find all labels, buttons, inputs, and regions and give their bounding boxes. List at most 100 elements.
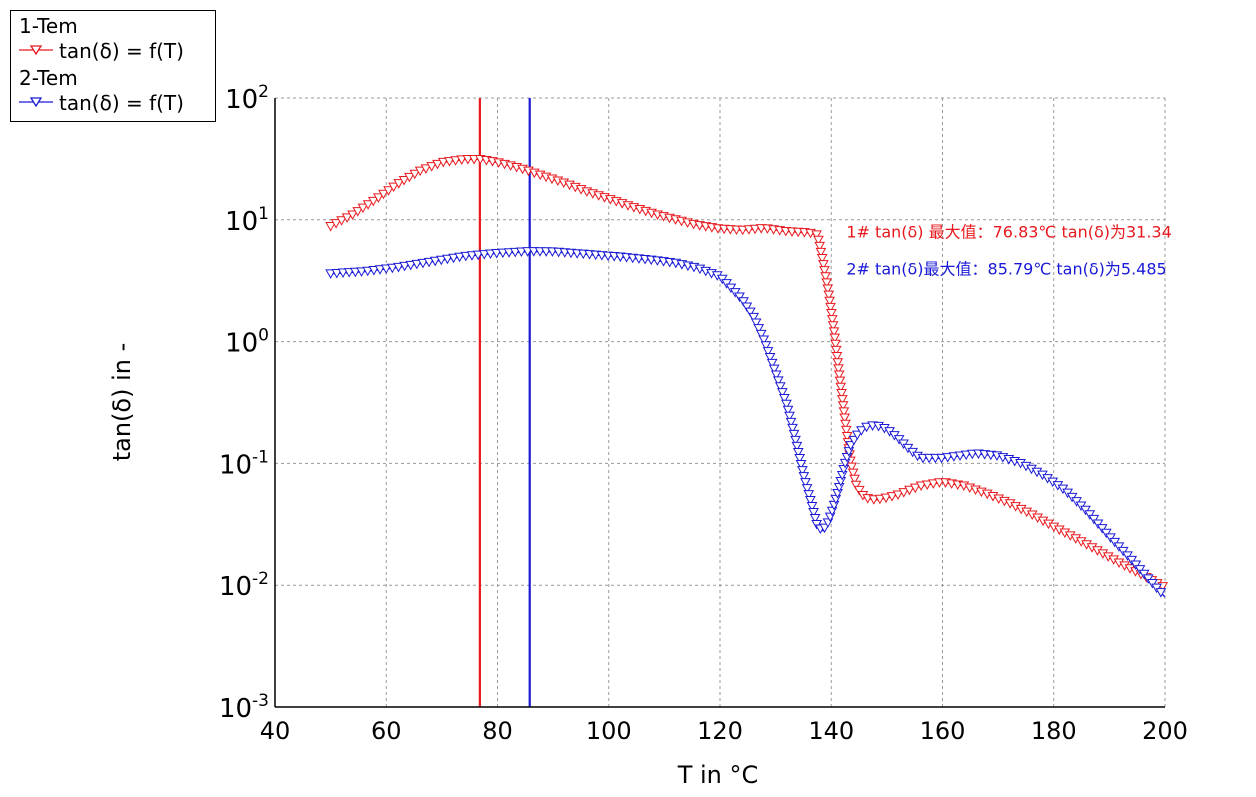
y-tick-exponent: 2 [258, 82, 269, 102]
series-2-point [478, 250, 490, 260]
series-2-point [772, 376, 784, 386]
series-1-point [325, 222, 336, 232]
x-tick-label: 60 [371, 717, 402, 745]
series-1-point [813, 235, 824, 246]
series-1-point [849, 474, 860, 485]
series-2-point [448, 253, 459, 264]
series-1-point [892, 490, 904, 501]
series-2-point [800, 478, 811, 488]
series-2-point [460, 251, 472, 262]
series-2-point [819, 523, 830, 534]
x-axis-label: T in °C [677, 761, 759, 789]
series-1-point [816, 253, 828, 264]
series-2-point [851, 430, 863, 441]
series-2-point [808, 508, 819, 518]
annotation-2: 2# tan(δ)最大值：85.79℃ tan(δ)为5.485 [846, 259, 1166, 278]
series-1-point [820, 272, 831, 282]
series-1-point [330, 219, 342, 229]
series-2-point [337, 268, 349, 279]
series-2-point [1096, 524, 1108, 534]
series-2-point [797, 466, 808, 476]
series-1-point [904, 485, 915, 496]
series-1-point [362, 200, 374, 210]
series-2-point [762, 347, 774, 357]
series-2-point [936, 453, 947, 464]
y-tick-exponent: -2 [252, 569, 269, 589]
series-2-point [1134, 565, 1146, 575]
series-2-point [776, 388, 788, 398]
series-2-point [1105, 533, 1116, 543]
legend-label-2: tan(δ) = f(T) [59, 91, 184, 115]
series-2-point [774, 382, 786, 392]
series-2-point [809, 514, 821, 524]
series-1-point [828, 327, 840, 337]
series-2-point [435, 255, 447, 266]
x-tick-label: 140 [808, 717, 854, 745]
series-2-point [522, 247, 533, 257]
series-1-point [444, 157, 455, 167]
series-2-point [923, 453, 935, 464]
legend-marker-2-icon [19, 97, 53, 108]
series-2-point [792, 447, 804, 458]
series-1-point [811, 230, 822, 240]
series-2-point [954, 451, 966, 461]
series-1-point [450, 156, 461, 166]
y-tick-label: 102 [225, 82, 269, 115]
series-1-point [833, 370, 845, 381]
series-2-point [760, 341, 772, 351]
series-1-point [420, 164, 432, 174]
series-2-point [1092, 519, 1104, 530]
y-tick-base: 10 [219, 572, 252, 602]
series-1-point [367, 196, 379, 207]
series-1-point [835, 382, 847, 393]
series-2-point [795, 460, 807, 470]
marker-lines [478, 98, 531, 707]
x-tick-label: 180 [1031, 717, 1077, 745]
series-2-point [399, 261, 410, 272]
series-1-point [352, 207, 364, 217]
x-tick-label: 80 [482, 717, 513, 745]
x-tick-label: 40 [260, 717, 291, 745]
series-2-point [755, 329, 767, 340]
series-2-point [948, 452, 960, 462]
series-1-point [823, 290, 835, 301]
series-2-point [343, 268, 355, 278]
y-tick-label: 10-1 [219, 447, 269, 480]
x-tick-label: 120 [697, 717, 743, 745]
series-2-point [798, 472, 810, 482]
series-1-point [378, 189, 389, 200]
series-2-point [380, 264, 392, 274]
series-1-point [737, 225, 749, 236]
series-1-point [836, 395, 848, 405]
series-2-point [442, 254, 453, 265]
series-1-point [347, 210, 358, 220]
series-1-point [383, 186, 394, 196]
series-1-point [829, 333, 841, 344]
series-1-point [847, 468, 859, 479]
series-2-point [845, 441, 857, 451]
axes [274, 98, 1165, 708]
series-2-point [386, 263, 398, 274]
series-2-point [794, 454, 805, 464]
series-1-point [373, 193, 384, 203]
series-2-point [803, 490, 815, 500]
series-1-point [357, 203, 369, 214]
series-1-point [838, 407, 850, 417]
series-2-point [1126, 555, 1138, 566]
annotation-1: 1# tan(δ) 最大值：76.83℃ tan(δ)为31.34 [846, 223, 1171, 242]
series-2-point [753, 324, 765, 334]
series-1-point [743, 225, 755, 235]
series-1-point [909, 483, 921, 494]
series-1-point [814, 241, 826, 252]
y-tick-base: 10 [225, 329, 258, 359]
legend-label-1: tan(δ) = f(T) [59, 39, 184, 63]
series-2-point [861, 422, 872, 433]
series-1-point [831, 352, 843, 362]
y-tick-label: 10-2 [219, 569, 269, 602]
series-2-point [429, 256, 441, 267]
series-2-point [325, 269, 336, 279]
series-2-point [411, 259, 423, 270]
series-2-point [1138, 569, 1150, 580]
x-tick-label: 100 [586, 717, 632, 745]
series-2-point [1142, 574, 1154, 584]
